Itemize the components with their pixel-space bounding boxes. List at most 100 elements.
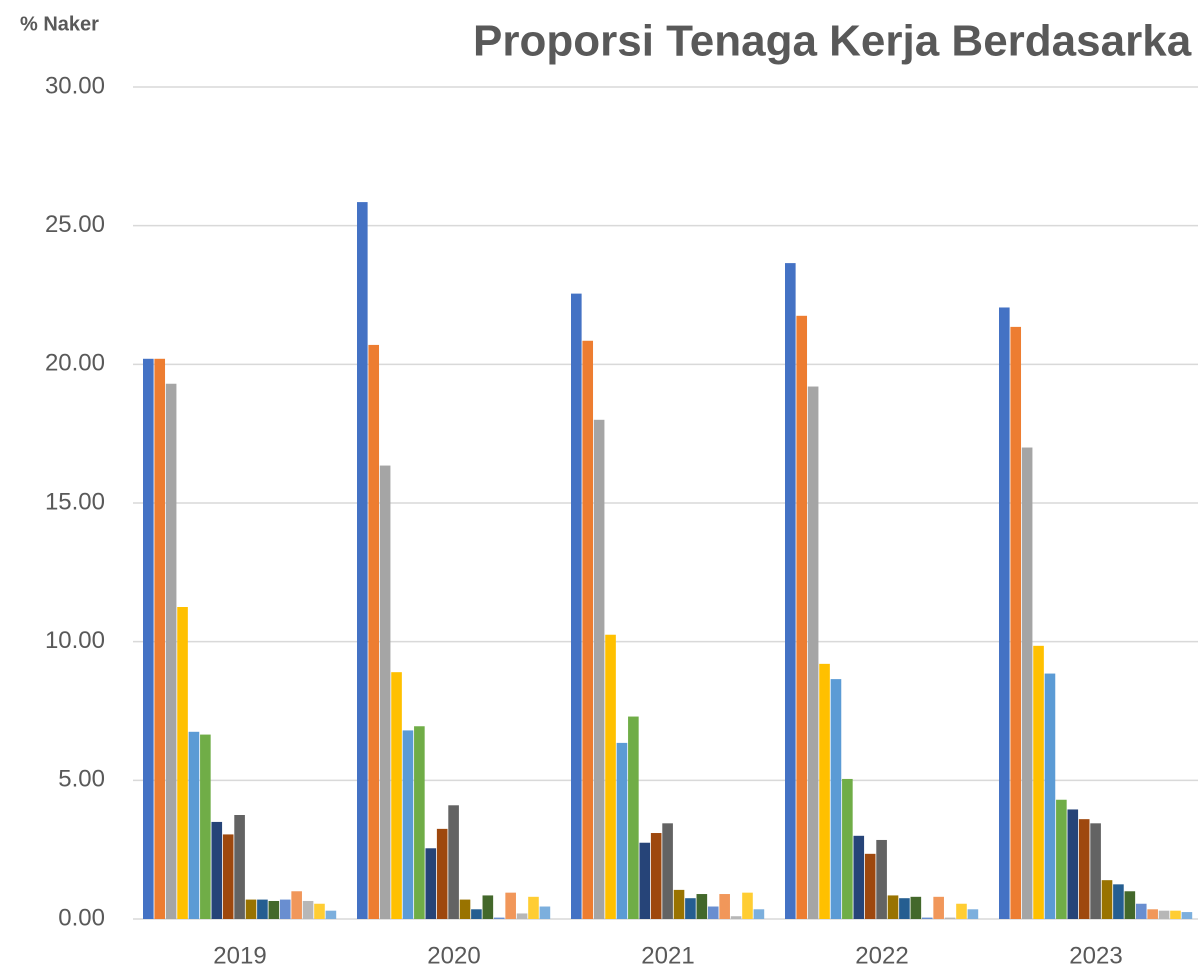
bar (742, 892, 753, 919)
bar (921, 917, 933, 919)
bar (325, 910, 337, 919)
bar (539, 906, 551, 919)
bar (357, 202, 368, 920)
bar (605, 634, 616, 919)
bar (819, 663, 830, 919)
bar (876, 839, 887, 919)
bar (279, 899, 291, 919)
bar (154, 358, 166, 920)
bar (177, 607, 188, 919)
bar (1181, 912, 1193, 919)
y-tick-label: 25.00 (45, 211, 105, 238)
bar (528, 896, 539, 919)
bar (1101, 880, 1113, 919)
bar (853, 835, 865, 919)
bar (616, 742, 628, 919)
bar (628, 716, 639, 919)
x-tick-label: 2023 (1069, 942, 1122, 969)
bar (1056, 799, 1067, 919)
bar (505, 892, 516, 919)
bar (933, 896, 944, 919)
bar (1113, 884, 1124, 919)
bar (314, 903, 325, 919)
bar (685, 898, 696, 919)
bar (1067, 809, 1079, 919)
bar (188, 731, 200, 919)
bar (910, 896, 922, 919)
bar (1078, 819, 1090, 919)
bar (639, 842, 651, 919)
bar (245, 899, 257, 919)
bar (650, 833, 662, 919)
bar (516, 913, 528, 919)
bar (482, 895, 494, 919)
bar (1170, 910, 1181, 919)
bar (471, 909, 482, 919)
y-tick-label: 20.00 (45, 350, 105, 377)
bar (830, 679, 842, 919)
bar (200, 734, 211, 919)
bar (368, 344, 380, 919)
bar (673, 889, 685, 919)
bar (753, 909, 765, 919)
chart-title: Proporsi Tenaga Kerja Berdasarka (473, 17, 1192, 66)
bar (1147, 909, 1158, 919)
bar (1090, 823, 1101, 919)
bar (899, 898, 910, 919)
x-tick-label: 2022 (855, 942, 908, 969)
bar (425, 848, 437, 919)
bar (593, 419, 605, 919)
bar (1135, 903, 1147, 919)
y-axis-label: % Naker (20, 13, 99, 35)
bar (391, 672, 402, 919)
bar (571, 293, 582, 919)
bar (414, 726, 425, 919)
bar (257, 899, 268, 919)
bar (459, 899, 471, 919)
bar (662, 823, 673, 919)
bar (222, 834, 234, 919)
bar (1044, 673, 1056, 919)
bar (1124, 891, 1136, 919)
bar (807, 386, 819, 919)
bar (999, 307, 1010, 920)
bar (234, 815, 245, 919)
bar (956, 903, 967, 919)
bar (1033, 645, 1044, 919)
bar (887, 895, 899, 919)
bar (291, 891, 302, 919)
bar (1010, 326, 1022, 920)
bar (402, 730, 414, 919)
bar (864, 853, 876, 919)
bar (730, 916, 742, 919)
bar (436, 828, 448, 919)
bar (719, 894, 730, 919)
bar (143, 358, 154, 920)
y-tick-label: 0.00 (58, 904, 105, 931)
bar (165, 383, 177, 919)
bar (696, 894, 708, 919)
bar (448, 805, 459, 919)
y-tick-label: 5.00 (58, 766, 105, 793)
bar (211, 821, 223, 919)
bar (967, 909, 979, 919)
y-tick-label: 10.00 (45, 627, 105, 654)
x-tick-label: 2019 (213, 942, 266, 969)
x-tick-label: 2020 (427, 942, 480, 969)
bar (582, 340, 594, 919)
y-tick-label: 30.00 (45, 72, 105, 99)
bar (1021, 447, 1033, 919)
bar (302, 900, 314, 919)
bar (379, 465, 391, 919)
bar (493, 917, 505, 919)
x-tick-label: 2021 (641, 942, 694, 969)
y-tick-label: 15.00 (45, 488, 105, 515)
bar (842, 778, 853, 919)
bar (796, 315, 808, 919)
bar (944, 917, 956, 919)
bar (268, 900, 280, 919)
bar (707, 906, 719, 919)
bar (1158, 910, 1170, 919)
